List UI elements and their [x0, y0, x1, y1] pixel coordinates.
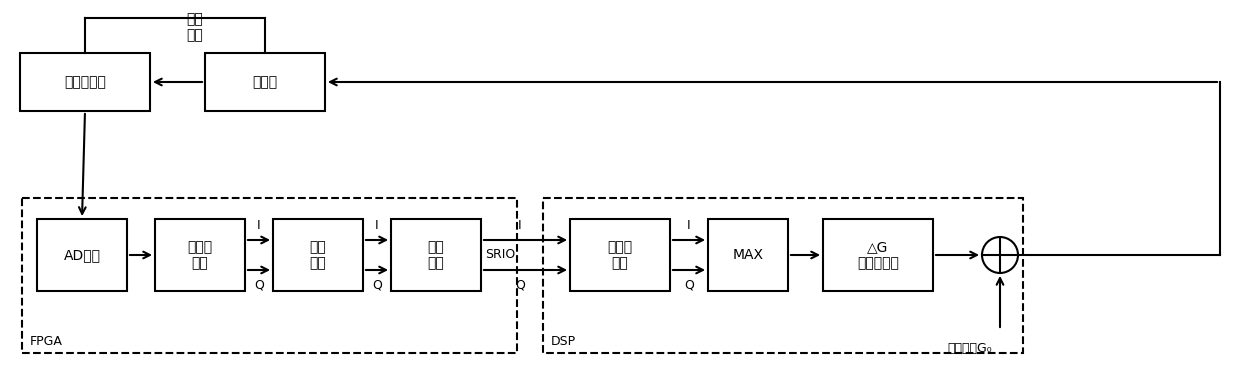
Text: I: I	[518, 219, 522, 232]
Text: Q: Q	[372, 278, 382, 291]
Bar	[823, 219, 932, 291]
Text: 波控板: 波控板	[253, 75, 278, 89]
Text: AD采样: AD采样	[63, 248, 100, 262]
Text: I: I	[376, 219, 378, 232]
Text: FPGA: FPGA	[30, 335, 63, 348]
Bar	[37, 219, 126, 291]
Bar	[570, 219, 670, 291]
Bar	[22, 198, 517, 353]
Text: Q: Q	[254, 278, 264, 291]
Bar	[543, 198, 1023, 353]
Text: I: I	[257, 219, 260, 232]
Text: 预设增益G₀: 预设增益G₀	[947, 342, 992, 355]
Circle shape	[982, 237, 1018, 273]
Text: 正交下
变频: 正交下 变频	[187, 240, 212, 270]
Bar	[708, 219, 787, 291]
Bar	[20, 53, 150, 111]
Text: △G
增益变化值: △G 增益变化值	[857, 240, 899, 270]
Text: 抽取
滤波: 抽取 滤波	[310, 240, 326, 270]
Text: I: I	[687, 219, 691, 232]
Text: 增益
控制: 增益 控制	[187, 12, 203, 42]
Bar	[391, 219, 481, 291]
Text: SRIO: SRIO	[485, 249, 515, 262]
Text: 脉冲
压缩: 脉冲 压缩	[428, 240, 444, 270]
Text: MAX: MAX	[733, 248, 764, 262]
Bar	[205, 53, 325, 111]
Bar	[155, 219, 246, 291]
Text: 频综接收机: 频综接收机	[64, 75, 105, 89]
Text: Q: Q	[515, 278, 525, 291]
Text: 多周期
平均: 多周期 平均	[608, 240, 632, 270]
Text: DSP: DSP	[551, 335, 577, 348]
Bar	[273, 219, 363, 291]
Text: Q: Q	[684, 278, 694, 291]
